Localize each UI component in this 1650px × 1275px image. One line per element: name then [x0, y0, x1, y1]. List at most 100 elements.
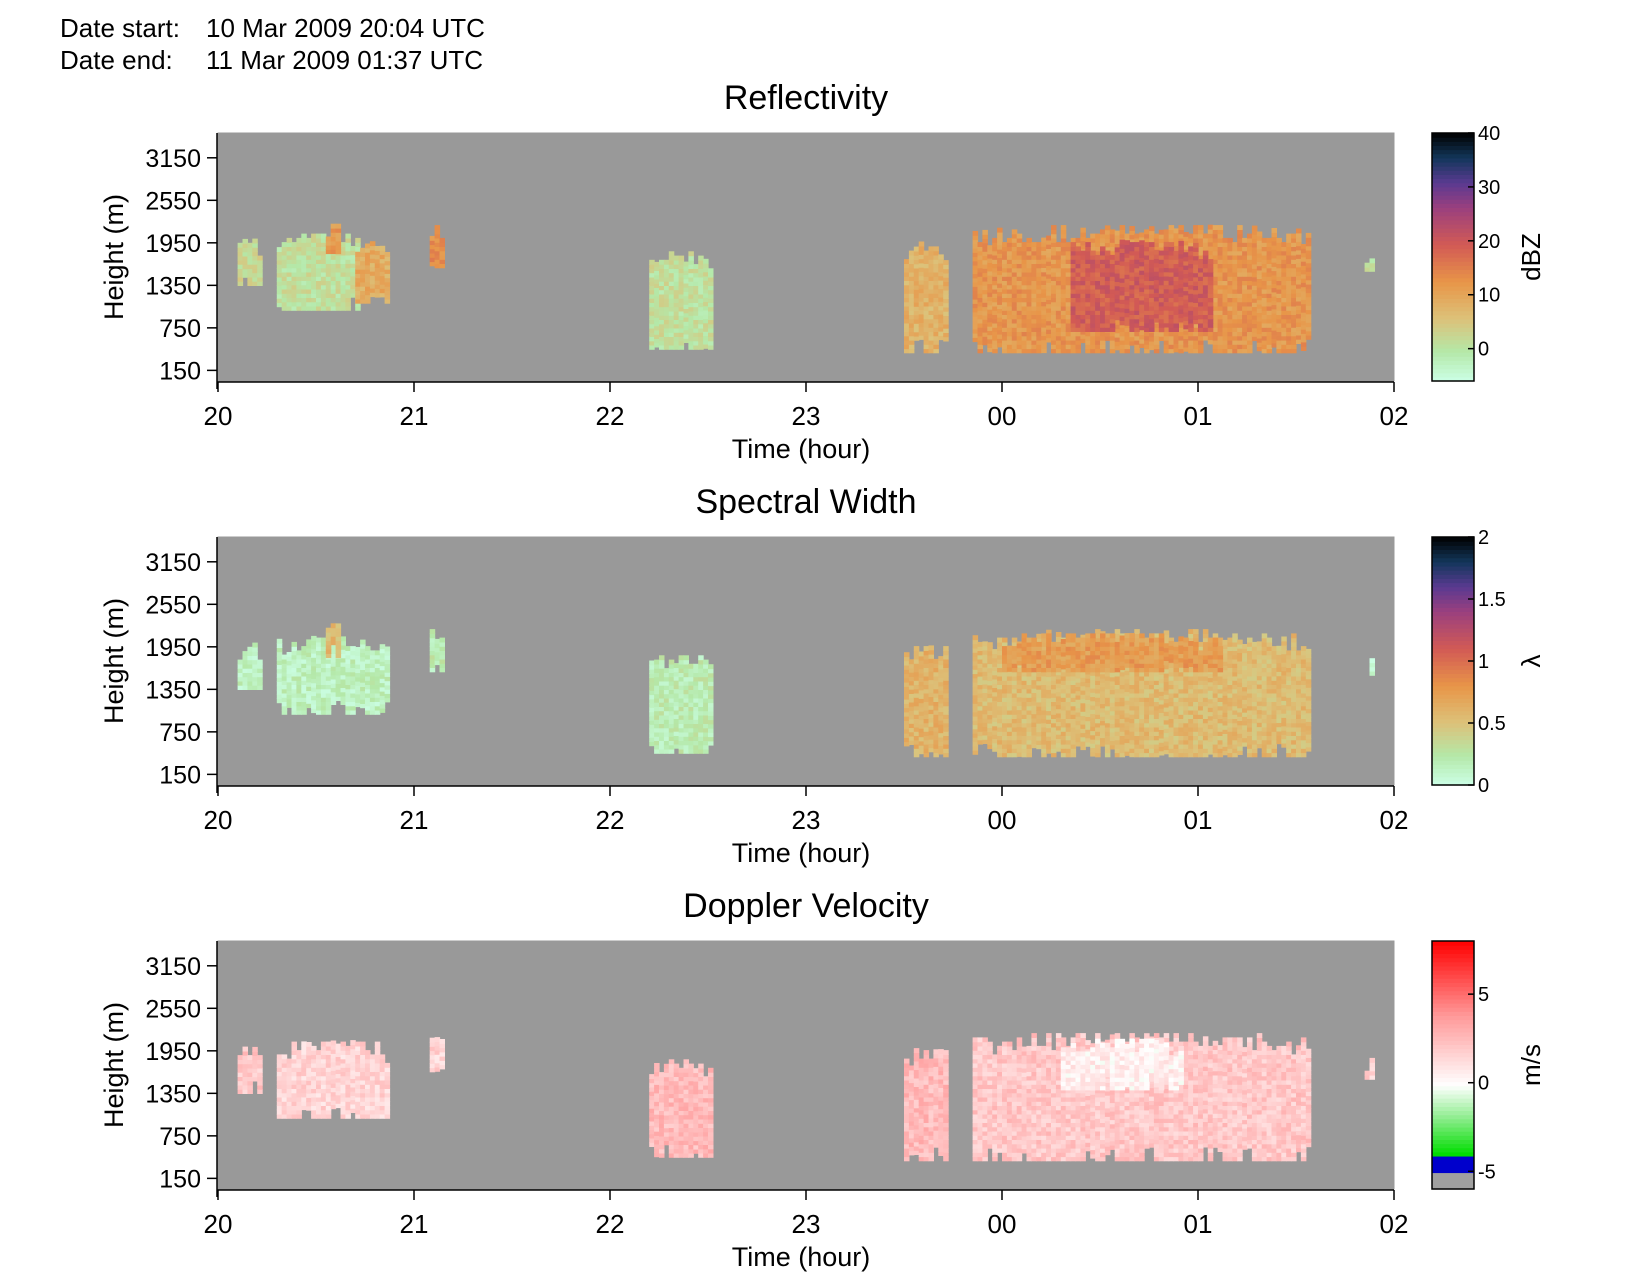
echo-cell	[1046, 736, 1052, 741]
echo-cell	[659, 748, 665, 754]
echo-cell	[698, 344, 704, 350]
echo-cell	[355, 305, 361, 311]
echo-cell	[654, 693, 660, 699]
echo-cell	[1227, 335, 1233, 341]
echo-cell	[987, 287, 993, 293]
echo-cell	[904, 297, 910, 303]
echo-cell	[928, 259, 934, 264]
echo-cell	[1109, 335, 1116, 341]
echo-cell	[1055, 632, 1062, 637]
echo-cell	[1251, 310, 1258, 316]
echo-cell	[242, 260, 248, 265]
echo-cell	[252, 659, 258, 665]
echo-cell	[997, 329, 1003, 335]
echo-cell	[242, 268, 248, 274]
echo-cell	[1183, 265, 1189, 270]
echo-cell	[708, 685, 714, 691]
echo-cell	[360, 677, 366, 683]
echo-cell	[918, 335, 925, 340]
echo-cell	[374, 671, 381, 677]
echo-cell	[1109, 284, 1116, 290]
echo-cell	[933, 314, 939, 320]
echo-cell	[369, 680, 376, 685]
echo-cell	[1002, 735, 1008, 741]
echo-cell	[1021, 280, 1028, 286]
echo-cell	[1046, 697, 1052, 703]
echo-cell	[1305, 288, 1312, 294]
echo-cell	[1261, 344, 1268, 350]
echo-cell	[1006, 297, 1013, 303]
echo-cell	[1149, 314, 1155, 320]
echo-cell	[291, 250, 297, 256]
echo-cell	[1031, 327, 1037, 332]
echo-cell	[997, 342, 1003, 348]
echo-cell	[703, 263, 709, 268]
echo-cell	[977, 705, 983, 711]
echo-cell	[688, 293, 694, 299]
echo-cell	[1021, 731, 1028, 736]
echo-cell	[1075, 327, 1081, 332]
echo-cell	[237, 680, 244, 686]
echo-cell	[663, 315, 670, 320]
echo-cell	[1075, 254, 1081, 260]
echo-cell	[1011, 233, 1018, 239]
echo-cell	[1247, 267, 1253, 273]
echo-cell	[972, 749, 979, 755]
echo-cell	[1046, 672, 1052, 678]
echo-cell	[1124, 265, 1130, 271]
echo-cell	[1124, 257, 1130, 263]
echo-cell	[281, 663, 288, 668]
echo-cell	[330, 661, 337, 667]
echo-cell	[1296, 326, 1302, 332]
echo-cell	[301, 305, 307, 311]
echo-cell	[649, 340, 655, 346]
echo-cell	[301, 284, 307, 290]
echo-cell	[923, 658, 930, 664]
echo-cell	[997, 270, 1003, 276]
echo-cell	[1002, 692, 1008, 698]
echo-cell	[1095, 276, 1101, 281]
echo-cell	[429, 633, 436, 639]
echo-cell	[1369, 266, 1375, 272]
echo-cell	[923, 735, 930, 741]
echo-cell	[972, 711, 979, 717]
echo-cell	[688, 264, 694, 269]
echo-cell	[1139, 240, 1145, 246]
echo-cell	[654, 689, 660, 695]
echo-cell	[1193, 322, 1199, 328]
x-tick-label: 21	[400, 401, 429, 431]
echo-cell	[972, 647, 979, 653]
echo-cell	[908, 693, 915, 699]
echo-cell	[1100, 259, 1106, 264]
echo-cell	[992, 288, 998, 294]
echo-cell	[1149, 305, 1155, 311]
echo-cell	[1222, 331, 1228, 337]
echo-cell	[369, 654, 376, 660]
echo-cell	[335, 666, 342, 672]
echo-cell	[678, 672, 685, 678]
echo-cell	[247, 247, 253, 252]
echo-cell	[1060, 250, 1067, 256]
echo-cell	[1031, 314, 1037, 320]
echo-cell	[913, 726, 920, 732]
echo-cell	[242, 238, 248, 244]
echo-cell	[369, 262, 376, 268]
echo-cell	[330, 687, 337, 693]
echo-cell	[1011, 335, 1018, 341]
echo-cell	[1055, 288, 1062, 294]
echo-cell	[693, 736, 699, 741]
echo-cell	[1051, 297, 1057, 303]
echo-cell	[237, 259, 244, 265]
echo-cell	[1119, 320, 1126, 326]
echo-cell	[325, 684, 332, 690]
echo-cell	[997, 248, 1003, 254]
echo-cell	[1237, 322, 1243, 328]
echo-cell	[1237, 225, 1243, 230]
echo-cell	[1222, 348, 1228, 354]
echo-cell	[703, 731, 709, 737]
echo-cell	[982, 675, 988, 681]
echo-cell	[1271, 274, 1277, 280]
echo-cell	[237, 659, 244, 665]
echo-cell	[1286, 310, 1292, 315]
echo-cell	[1134, 314, 1140, 320]
